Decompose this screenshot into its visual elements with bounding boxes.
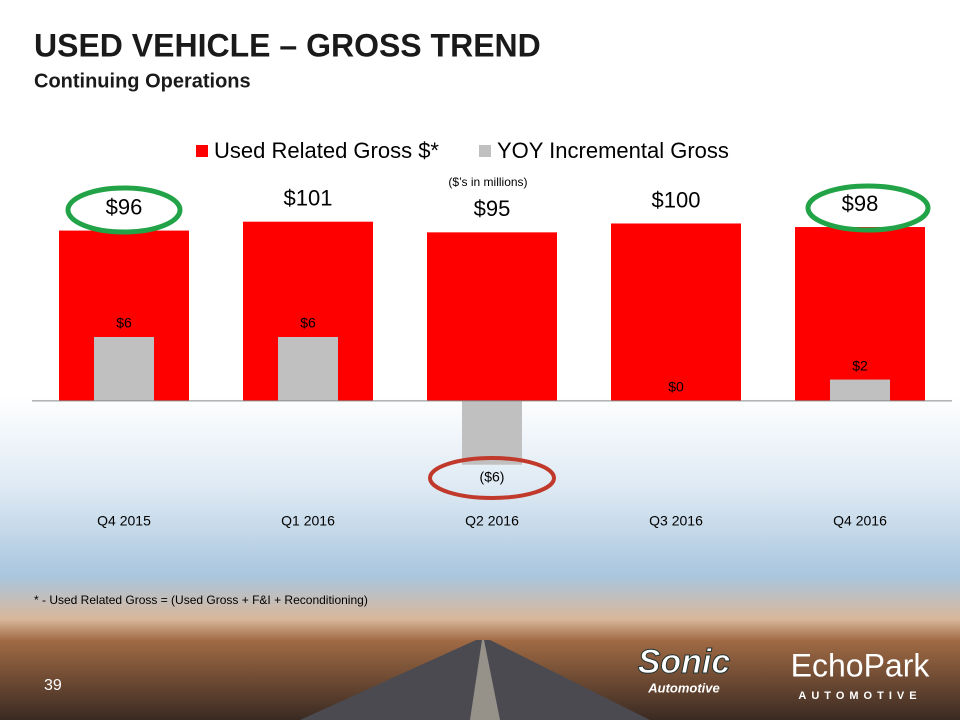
value-label: ($6) — [480, 468, 505, 484]
legend-label: Used Related Gross $* — [214, 138, 439, 163]
logo-text: AUTOMOTIVE — [798, 690, 921, 702]
highlight — [428, 456, 556, 500]
bar — [830, 379, 890, 401]
value-label: $6 — [300, 315, 316, 331]
subtitle: Continuing Operations — [34, 70, 251, 92]
bar — [462, 400, 522, 465]
bar — [427, 232, 557, 401]
value-label: $95 — [474, 196, 511, 221]
logo-text: Sonic — [638, 643, 731, 681]
value-label: $2 — [852, 357, 868, 373]
echopark-logo: EchoPark AUTOMOTIVE — [791, 647, 931, 701]
units-note: ($’s in millions) — [448, 175, 527, 189]
legend-swatch — [479, 145, 491, 157]
title: USED VEHICLE – GROSS TREND — [34, 27, 541, 63]
value-label: $0 — [668, 379, 684, 395]
page-number: 39 — [44, 677, 62, 694]
sonic-logo: Sonic Automotive — [637, 642, 731, 695]
legend-swatch — [196, 145, 208, 157]
x-tick-label: Q4 2016 — [833, 513, 887, 529]
x-tick-label: Q1 2016 — [281, 513, 335, 529]
highlight — [805, 183, 931, 233]
bar — [611, 223, 741, 401]
footnote: * - Used Related Gross = (Used Gross + F… — [34, 593, 368, 607]
road — [300, 640, 650, 720]
bar — [278, 337, 338, 401]
logo-text: EchoPark — [791, 647, 931, 683]
plot: $96 $101 $95 $100 $98 $6 $6 ($6) $0 $2 Q4 2015 Q1 2… — [32, 138, 952, 529]
bar — [94, 337, 154, 401]
legend-label: YOY Incremental Gross — [497, 138, 729, 163]
highlight — [65, 185, 183, 235]
value-label: $98 — [842, 191, 879, 216]
logo-text: Automotive — [647, 680, 720, 695]
x-tick-label: Q2 2016 — [465, 513, 519, 529]
bar — [795, 227, 925, 401]
value-label: $101 — [284, 186, 333, 211]
road-line — [470, 640, 500, 720]
value-label: $96 — [106, 194, 143, 219]
value-label: $100 — [652, 187, 701, 212]
value-label: $6 — [116, 315, 132, 331]
x-tick-label: Q3 2016 — [649, 513, 703, 529]
x-tick-label: Q4 2015 — [97, 513, 151, 529]
